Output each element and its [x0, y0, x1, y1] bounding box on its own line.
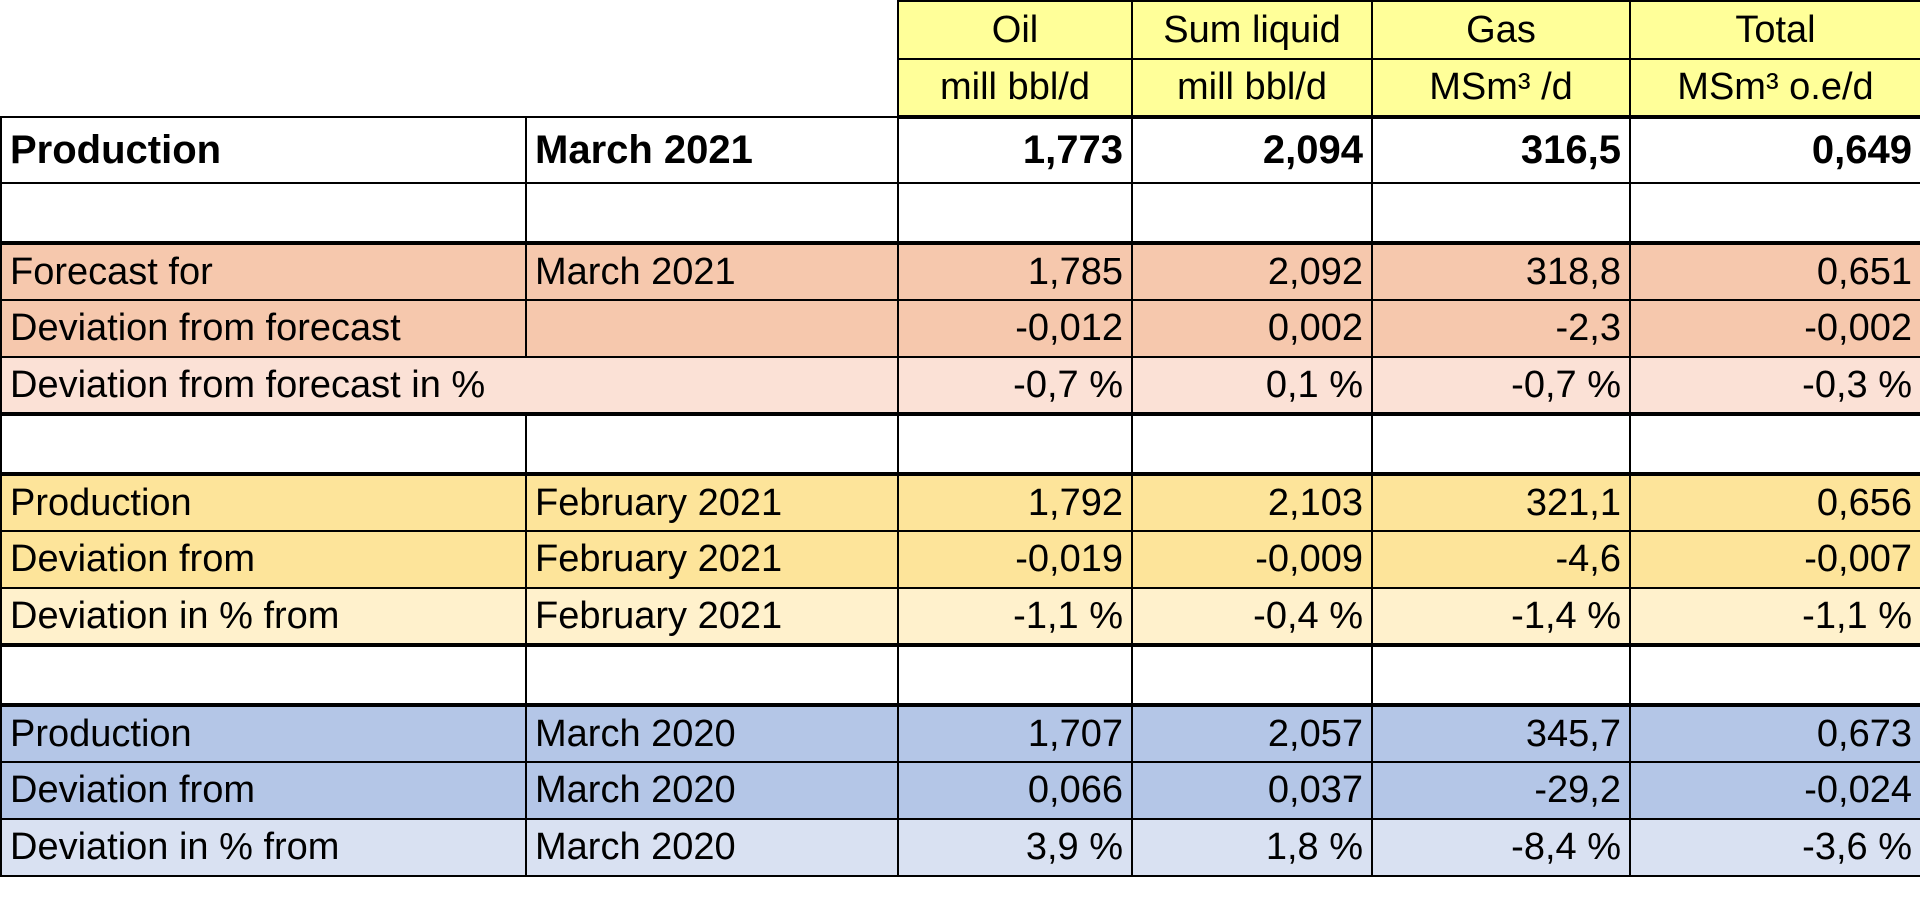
row-label: Deviation from	[0, 761, 527, 820]
cell-total: -1,1 %	[1629, 587, 1920, 646]
row-period: March 2021	[525, 116, 899, 184]
cell-sum-liquid: 1,8 %	[1131, 818, 1373, 877]
cell-sum-liquid: -0,4 %	[1131, 587, 1373, 646]
cell-gas: 318,8	[1371, 242, 1631, 301]
row-label: Deviation from forecast in %	[0, 356, 899, 415]
cell-oil: -0,012	[897, 299, 1133, 358]
table-row-deviation-forecast-pct: Deviation from forecast in % -0,7 % 0,1 …	[0, 356, 1920, 415]
cell-oil: 0,066	[897, 761, 1133, 820]
row-label: Production	[0, 473, 527, 532]
cell-oil: 1,792	[897, 473, 1133, 532]
table-row-production-prev-month: Production February 2021 1,792 2,103 321…	[0, 473, 1920, 532]
col-unit-total: MSm³ o.e/d	[1629, 58, 1920, 119]
cell-total: -0,002	[1629, 299, 1920, 358]
row-label: Deviation in % from	[0, 818, 527, 877]
cell-total: -0,024	[1629, 761, 1920, 820]
cell-oil: 1,707	[897, 704, 1133, 763]
row-period: March 2020	[525, 704, 899, 763]
cell-sum-liquid: -0,009	[1131, 530, 1373, 589]
cell-total: 0,649	[1629, 116, 1920, 184]
cell-total: -3,6 %	[1629, 818, 1920, 877]
row-label: Production	[0, 116, 527, 184]
cell-gas: -1,4 %	[1371, 587, 1631, 646]
col-unit-sum-liquid: mill bbl/d	[1131, 58, 1373, 119]
table-row-deviation-forecast: Deviation from forecast -0,012 0,002 -2,…	[0, 299, 1920, 358]
row-label: Production	[0, 704, 527, 763]
table-row-forecast: Forecast for March 2021 1,785 2,092 318,…	[0, 242, 1920, 301]
cell-gas: 321,1	[1371, 473, 1631, 532]
row-label: Deviation from	[0, 530, 527, 589]
col-header-sum-liquid: Sum liquid	[1131, 0, 1373, 60]
cell-oil: 3,9 %	[897, 818, 1133, 877]
cell-sum-liquid: 2,103	[1131, 473, 1373, 532]
row-period: March 2020	[525, 761, 899, 820]
cell-oil: 1,785	[897, 242, 1133, 301]
col-header-total: Total	[1629, 0, 1920, 60]
table-row-deviation-prev-month: Deviation from February 2021 -0,019 -0,0…	[0, 530, 1920, 589]
row-period: February 2021	[525, 530, 899, 589]
row-period	[525, 299, 899, 358]
cell-gas: 316,5	[1371, 116, 1631, 184]
cell-sum-liquid: 2,092	[1131, 242, 1373, 301]
table-row-production-prev-year: Production March 2020 1,707 2,057 345,7 …	[0, 704, 1920, 763]
col-unit-oil: mill bbl/d	[897, 58, 1133, 119]
cell-oil: 1,773	[897, 116, 1133, 184]
cell-sum-liquid: 2,057	[1131, 704, 1373, 763]
row-label: Deviation in % from	[0, 587, 527, 646]
table-row-spacer	[0, 412, 1920, 476]
row-label: Deviation from forecast	[0, 299, 527, 358]
cell-sum-liquid: 2,094	[1131, 116, 1373, 184]
cell-total: 0,651	[1629, 242, 1920, 301]
cell-oil: -0,019	[897, 530, 1133, 589]
col-header-oil: Oil	[897, 0, 1133, 60]
cell-total: -0,007	[1629, 530, 1920, 589]
cell-gas: -4,6	[1371, 530, 1631, 589]
cell-oil: -1,1 %	[897, 587, 1133, 646]
cell-gas: -29,2	[1371, 761, 1631, 820]
table-row-deviation-prev-year: Deviation from March 2020 0,066 0,037 -2…	[0, 761, 1920, 820]
cell-gas: -2,3	[1371, 299, 1631, 358]
cell-gas: -0,7 %	[1371, 356, 1631, 415]
row-label: Forecast for	[0, 242, 527, 301]
cell-total: -0,3 %	[1629, 356, 1920, 415]
cell-oil: -0,7 %	[897, 356, 1133, 415]
cell-sum-liquid: 0,1 %	[1131, 356, 1373, 415]
row-period: February 2021	[525, 587, 899, 646]
cell-sum-liquid: 0,037	[1131, 761, 1373, 820]
row-period: March 2020	[525, 818, 899, 877]
row-period: February 2021	[525, 473, 899, 532]
table-row-deviation-prev-month-pct: Deviation in % from February 2021 -1,1 %…	[0, 587, 1920, 646]
table-row-spacer	[0, 643, 1920, 707]
cell-gas: 345,7	[1371, 704, 1631, 763]
col-header-gas: Gas	[1371, 0, 1631, 60]
col-unit-gas: MSm³ /d	[1371, 58, 1631, 119]
table-row-deviation-prev-year-pct: Deviation in % from March 2020 3,9 % 1,8…	[0, 818, 1920, 877]
production-table: Oil Sum liquid Gas Total mill bbl/d mill…	[0, 0, 1920, 877]
header-row-units: mill bbl/d mill bbl/d MSm³ /d MSm³ o.e/d	[1, 58, 1920, 119]
table-row-spacer	[0, 182, 1920, 245]
cell-total: 0,673	[1629, 704, 1920, 763]
cell-sum-liquid: 0,002	[1131, 299, 1373, 358]
cell-total: 0,656	[1629, 473, 1920, 532]
table-row-production-current: Production March 2021 1,773 2,094 316,5 …	[0, 116, 1920, 184]
cell-gas: -8,4 %	[1371, 818, 1631, 877]
header-row-names: Oil Sum liquid Gas Total	[1, 0, 1920, 60]
row-period: March 2021	[525, 242, 899, 301]
